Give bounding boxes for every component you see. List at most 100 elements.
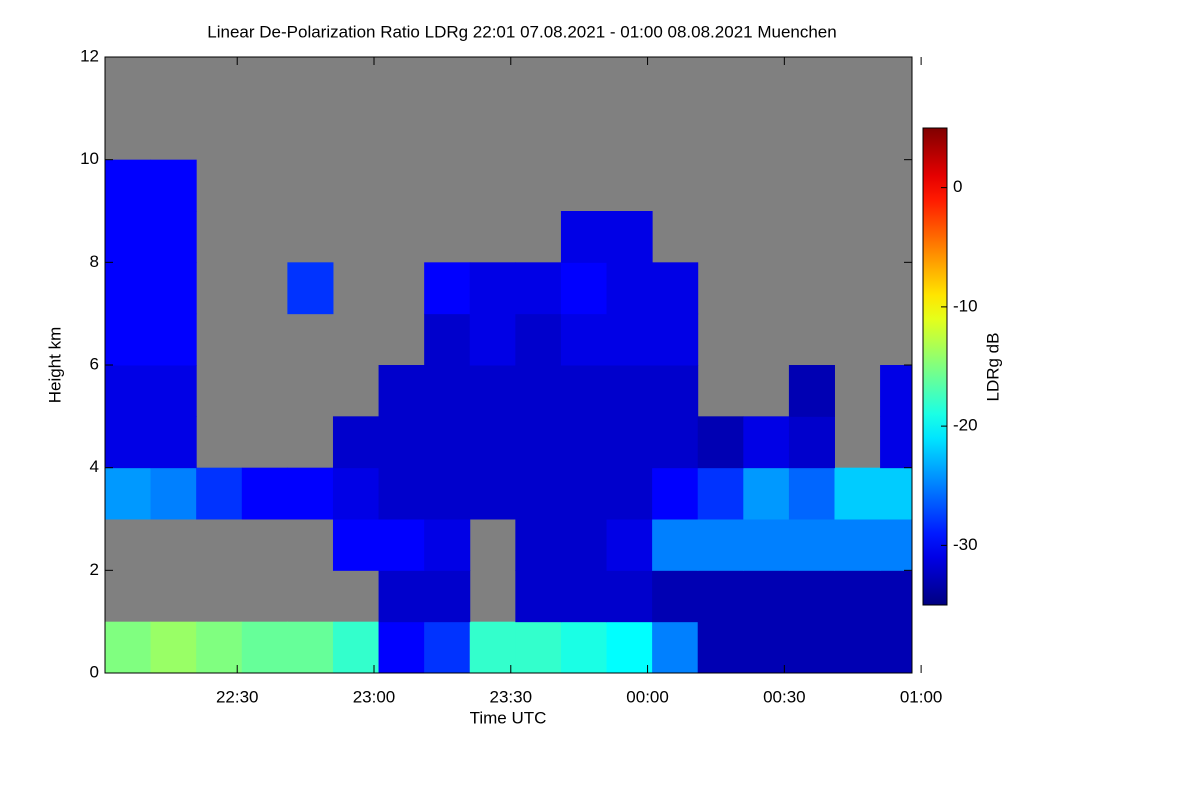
y-tick-label: 4 bbox=[90, 457, 99, 476]
x-tick-label: 23:30 bbox=[490, 687, 533, 706]
heatmap-cell bbox=[150, 211, 197, 263]
colorbar-tick-label: 0 bbox=[953, 177, 962, 196]
heatmap-cell bbox=[469, 416, 516, 469]
colorbar-tick-label: -10 bbox=[953, 296, 978, 315]
heatmap-cell bbox=[378, 365, 425, 417]
x-axis-label: Time UTC bbox=[470, 708, 547, 727]
heatmap-cell bbox=[515, 621, 562, 674]
heatmap-cell bbox=[378, 519, 425, 571]
heatmap-cell bbox=[378, 467, 425, 520]
heatmap-cell bbox=[424, 467, 471, 520]
y-tick-label: 2 bbox=[90, 560, 99, 579]
heatmap-cell bbox=[606, 621, 653, 674]
heatmap-cell bbox=[652, 621, 699, 674]
heatmap-cell bbox=[560, 365, 608, 417]
heatmap-cell bbox=[515, 416, 562, 469]
heatmap-cell bbox=[880, 621, 913, 674]
colorbar-label: LDRg dB bbox=[983, 333, 1002, 402]
heatmap-cell bbox=[880, 519, 913, 571]
heatmap-cell bbox=[332, 467, 380, 520]
heatmap-cell bbox=[743, 519, 790, 571]
heatmap-cell bbox=[515, 570, 562, 623]
heatmap-cell bbox=[560, 211, 608, 263]
heatmap-cell bbox=[515, 365, 562, 417]
heatmap-cell bbox=[515, 262, 562, 315]
heatmap-cell bbox=[105, 467, 152, 520]
heatmap-cell bbox=[105, 211, 152, 263]
heatmap-cell bbox=[332, 519, 380, 571]
heatmap-cell bbox=[606, 570, 653, 623]
y-tick-label: 10 bbox=[80, 149, 99, 168]
heatmap-cell bbox=[606, 416, 653, 469]
x-tick-label: 01:00 bbox=[900, 687, 943, 706]
heatmap-cell bbox=[560, 467, 608, 520]
y-tick-label: 6 bbox=[90, 354, 99, 373]
x-tick-label: 23:00 bbox=[353, 687, 396, 706]
heatmap-cell bbox=[332, 416, 380, 469]
heatmap-cell bbox=[697, 416, 744, 469]
heatmap-cell bbox=[150, 159, 197, 212]
heatmap-cell bbox=[287, 467, 334, 520]
heatmap-cell bbox=[560, 416, 608, 469]
heatmap-cell bbox=[880, 570, 913, 623]
heatmap-cell bbox=[105, 416, 152, 469]
heatmap-cell bbox=[515, 313, 562, 366]
y-tick-label: 8 bbox=[90, 252, 99, 271]
heatmap-cell bbox=[150, 365, 197, 417]
heatmap-cell bbox=[560, 262, 608, 315]
heatmap-cell bbox=[105, 262, 152, 315]
heatmap-cell bbox=[469, 262, 516, 315]
heatmap-cell bbox=[652, 416, 699, 469]
heatmap-cell bbox=[105, 621, 152, 674]
y-tick-label: 12 bbox=[80, 46, 99, 65]
heatmap-cell bbox=[606, 211, 653, 263]
heatmap-cell bbox=[150, 313, 197, 366]
heatmap-cell bbox=[788, 570, 835, 623]
heatmap-cell bbox=[424, 621, 471, 674]
heatmap-cell bbox=[880, 467, 913, 520]
heatmap-cell bbox=[469, 365, 516, 417]
x-tick-label: 00:30 bbox=[763, 687, 806, 706]
heatmap-cell bbox=[652, 467, 699, 520]
colorbar-tick-label: -30 bbox=[953, 535, 978, 554]
heatmap-cell bbox=[834, 519, 881, 571]
heatmap-cell bbox=[834, 570, 881, 623]
heatmap-cell bbox=[788, 416, 835, 469]
heatmap-cell bbox=[332, 621, 380, 674]
colorbar bbox=[922, 127, 948, 606]
heatmap-cell bbox=[880, 416, 913, 469]
heatmap-cell bbox=[743, 570, 790, 623]
heatmap-cell bbox=[834, 467, 881, 520]
heatmap-cell bbox=[606, 365, 653, 417]
heatmap-cell bbox=[424, 519, 471, 571]
heatmap-cell bbox=[287, 621, 334, 674]
x-tick-label: 00:00 bbox=[626, 687, 669, 706]
heatmap-cell bbox=[788, 621, 835, 674]
x-tick-label: 22:30 bbox=[216, 687, 259, 706]
heatmap-cell bbox=[469, 313, 516, 366]
heatmap-cell bbox=[606, 519, 653, 571]
heatmap-cell bbox=[287, 262, 334, 315]
heatmap-cell bbox=[743, 621, 790, 674]
heatmap-cell bbox=[788, 519, 835, 571]
heatmap-cell bbox=[606, 313, 653, 366]
heatmap-cell bbox=[515, 467, 562, 520]
heatmap-cell bbox=[469, 467, 516, 520]
heatmap-cell bbox=[378, 570, 425, 623]
y-tick-label: 0 bbox=[90, 662, 99, 681]
heatmap-cell bbox=[150, 262, 197, 315]
heatmap-cell bbox=[697, 519, 744, 571]
heatmap-cell bbox=[697, 570, 744, 623]
heatmap-cell bbox=[880, 365, 913, 417]
heatmap-cell bbox=[150, 416, 197, 469]
heatmap-cell bbox=[105, 313, 152, 366]
heatmap-cell bbox=[788, 467, 835, 520]
heatmap-cell bbox=[788, 365, 835, 417]
heatmap-cell bbox=[560, 519, 608, 571]
heatmap-cell bbox=[834, 621, 881, 674]
heatmap-cell bbox=[697, 467, 744, 520]
heatmap-cell bbox=[560, 621, 608, 674]
heatmap-cell bbox=[652, 262, 699, 315]
heatmap-cell bbox=[743, 467, 790, 520]
